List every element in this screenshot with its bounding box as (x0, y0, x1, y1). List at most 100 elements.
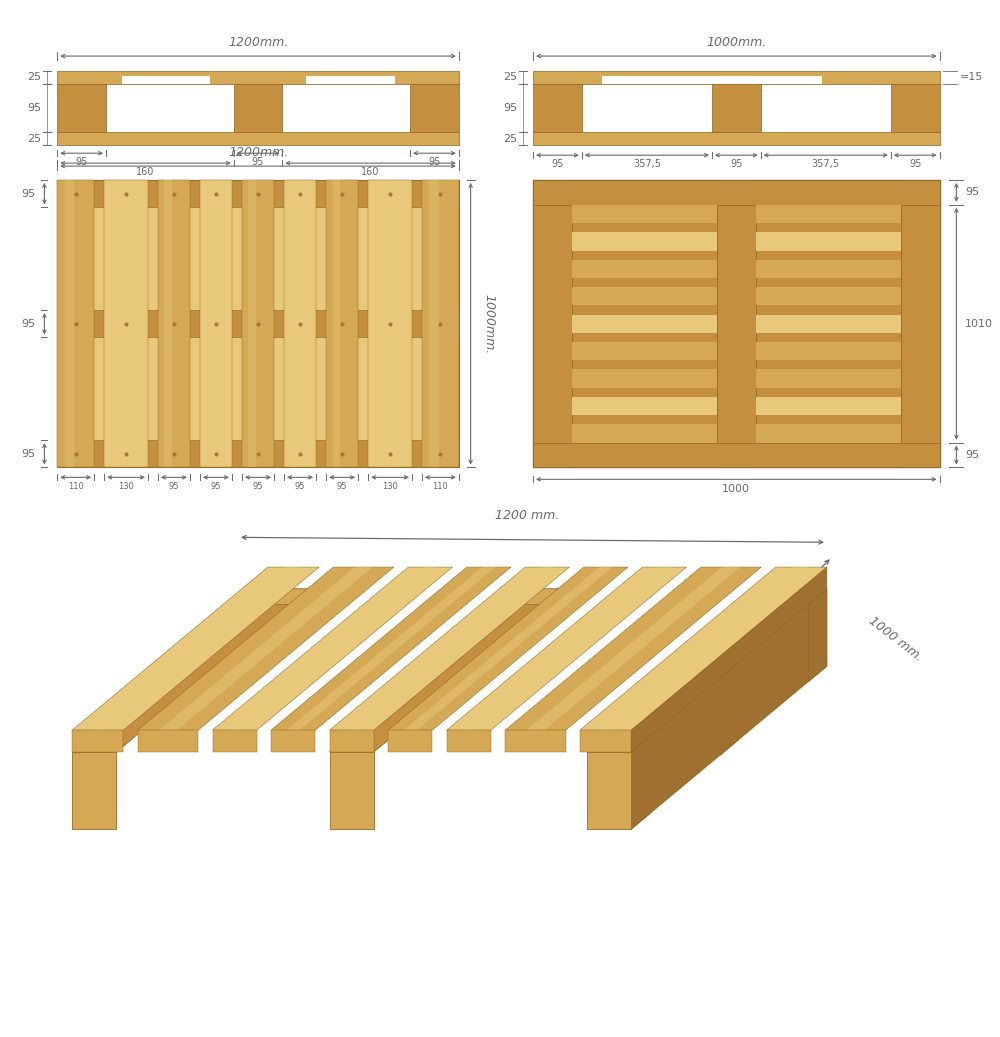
Bar (756, 342, 901, 360)
Polygon shape (72, 736, 135, 752)
Bar (533, 180, 940, 468)
Bar (533, 84, 582, 133)
Polygon shape (90, 567, 301, 730)
Bar (368, 180, 412, 468)
Bar (333, 180, 340, 468)
Polygon shape (330, 752, 374, 830)
Polygon shape (330, 589, 570, 752)
Text: 1000: 1000 (722, 484, 750, 495)
Polygon shape (587, 736, 650, 752)
Polygon shape (271, 730, 315, 752)
Text: 95: 95 (21, 449, 35, 458)
Polygon shape (330, 752, 374, 830)
Bar (533, 443, 940, 468)
Text: 160: 160 (136, 167, 155, 177)
Text: 130: 130 (118, 482, 134, 492)
Polygon shape (388, 567, 628, 730)
Text: 95: 95 (27, 103, 41, 113)
Polygon shape (228, 567, 437, 730)
Polygon shape (161, 663, 224, 678)
Text: 95: 95 (21, 318, 35, 329)
Bar (756, 424, 901, 443)
Polygon shape (587, 752, 631, 830)
Text: 25: 25 (27, 73, 41, 82)
Polygon shape (764, 589, 827, 605)
Polygon shape (330, 730, 374, 752)
Bar (57, 71, 459, 84)
Bar (284, 180, 316, 468)
Bar (122, 76, 210, 84)
Polygon shape (462, 567, 671, 730)
Text: 25: 25 (503, 134, 517, 144)
Polygon shape (447, 567, 687, 730)
Polygon shape (720, 663, 738, 756)
Polygon shape (330, 567, 570, 730)
Bar (410, 84, 459, 133)
Bar (533, 180, 572, 468)
Bar (572, 232, 717, 251)
Text: 95: 95 (428, 158, 441, 167)
Text: 110: 110 (432, 482, 448, 492)
Text: 357,5: 357,5 (633, 159, 661, 169)
Bar (200, 180, 232, 468)
Text: 110: 110 (68, 482, 84, 492)
Text: 95: 95 (965, 450, 979, 460)
Text: 1000mm.: 1000mm. (706, 36, 766, 49)
Bar (57, 180, 94, 468)
Polygon shape (447, 730, 491, 752)
Bar (700, 76, 822, 84)
Bar (164, 180, 172, 468)
Bar (429, 180, 439, 468)
Text: 1000mm.: 1000mm. (483, 293, 496, 354)
Polygon shape (526, 567, 740, 730)
Polygon shape (72, 589, 312, 752)
Text: 95: 95 (252, 158, 264, 167)
Text: 130: 130 (382, 482, 398, 492)
Bar (158, 180, 190, 468)
Polygon shape (587, 589, 827, 752)
Polygon shape (159, 567, 373, 730)
Polygon shape (676, 663, 738, 678)
Polygon shape (631, 736, 650, 830)
Text: 95: 95 (169, 482, 179, 492)
Polygon shape (505, 730, 566, 752)
Bar (422, 180, 459, 468)
Bar (572, 287, 717, 306)
Polygon shape (271, 567, 511, 730)
Bar (891, 84, 940, 133)
Bar (104, 180, 148, 468)
Polygon shape (388, 730, 432, 752)
Polygon shape (580, 730, 631, 752)
Polygon shape (598, 567, 809, 730)
Bar (113, 180, 124, 468)
Text: =15: =15 (959, 73, 983, 82)
Polygon shape (580, 567, 827, 730)
Text: 357,5: 357,5 (812, 159, 840, 169)
Polygon shape (72, 567, 319, 730)
Text: 1200mm.: 1200mm. (228, 146, 288, 159)
Text: 95: 95 (211, 482, 221, 492)
Polygon shape (345, 567, 554, 730)
Bar (234, 84, 282, 133)
Bar (57, 440, 459, 468)
Bar (326, 180, 358, 468)
Polygon shape (418, 663, 481, 678)
Text: 95: 95 (909, 159, 921, 169)
Bar (572, 369, 717, 388)
Text: 95: 95 (503, 103, 517, 113)
Polygon shape (138, 567, 394, 730)
Polygon shape (213, 567, 452, 730)
Text: 1200 mm.: 1200 mm. (495, 509, 560, 523)
Bar (602, 76, 724, 84)
Bar (57, 133, 459, 145)
Polygon shape (138, 730, 198, 752)
Bar (572, 204, 717, 223)
Polygon shape (587, 752, 631, 830)
Polygon shape (213, 730, 257, 752)
Text: 95: 95 (551, 159, 564, 169)
Bar (248, 180, 256, 468)
Text: 25: 25 (503, 73, 517, 82)
Text: 25: 25 (27, 134, 41, 144)
Polygon shape (72, 752, 116, 830)
Bar (57, 84, 106, 133)
